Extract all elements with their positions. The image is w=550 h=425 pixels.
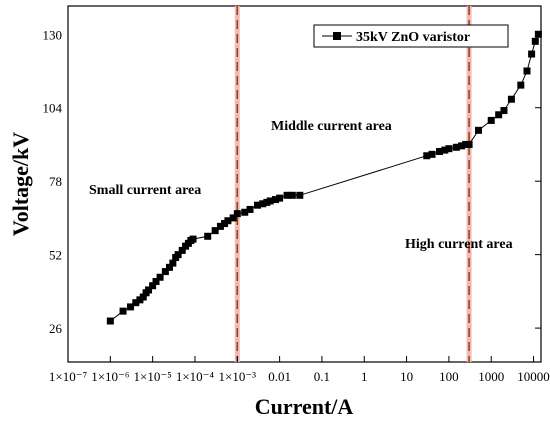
series-line <box>109 34 539 322</box>
data-point <box>204 232 212 240</box>
data-point <box>272 196 280 204</box>
data-point <box>507 95 515 103</box>
x-tick-label: 1000 <box>478 369 504 384</box>
data-point <box>174 251 182 259</box>
x-tick-label: 1×10⁻³ <box>218 369 256 384</box>
x-tick-label: 1×10⁻⁷ <box>49 369 87 384</box>
y-axis-ticks: 26 52 78 104 130 <box>43 27 541 336</box>
data-point <box>119 307 127 315</box>
legend-marker-swatch <box>333 32 341 40</box>
x-tick-label: 10000 <box>517 369 550 384</box>
data-point <box>283 191 291 199</box>
x-axis-title: Current/A <box>255 394 354 419</box>
data-point <box>531 37 539 45</box>
data-point <box>259 200 267 208</box>
x-axis-ticks: 1×10⁻⁷ 1×10⁻⁶ 1×10⁻⁵ 1×10⁻⁴ 1×10⁻³ 0.01 0.1 1 10… <box>49 356 550 384</box>
y-tick-label: 52 <box>49 248 62 263</box>
data-point <box>106 317 114 325</box>
data-point <box>288 191 296 199</box>
annotation-small-current: Small current area <box>89 183 201 198</box>
data-point <box>266 197 274 205</box>
x-tick-label: 1×10⁻⁶ <box>91 369 129 384</box>
data-point <box>178 246 186 254</box>
annotation-high-current: High current area <box>405 237 513 252</box>
data-point <box>169 259 177 267</box>
data-point <box>229 214 237 222</box>
x-tick-label: 1×10⁻⁵ <box>134 369 172 384</box>
data-point <box>152 277 160 285</box>
data-point <box>452 143 460 151</box>
data-point <box>189 235 197 243</box>
data-point <box>156 273 164 281</box>
data-point <box>145 286 153 294</box>
data-point <box>276 194 284 202</box>
data-point <box>139 293 147 301</box>
data-point <box>465 140 473 148</box>
x-tick-label: 10 <box>400 369 413 384</box>
x-tick-label: 1×10⁻⁴ <box>176 369 215 384</box>
legend-box <box>313 24 509 48</box>
data-point <box>517 81 525 89</box>
data-point <box>495 111 503 119</box>
data-point <box>127 303 135 311</box>
data-point <box>224 217 232 225</box>
x-tick-label: 100 <box>439 369 459 384</box>
y-axis-title: Voltage/kV <box>8 132 33 236</box>
y-tick-label: 130 <box>43 27 63 42</box>
data-point <box>474 126 482 134</box>
data-point <box>296 191 304 199</box>
data-point <box>458 142 466 150</box>
data-point <box>211 227 219 235</box>
data-point <box>487 116 495 124</box>
y-tick-label: 104 <box>43 101 63 116</box>
data-point <box>423 152 431 160</box>
annotation-middle-current: Middle current area <box>271 119 392 134</box>
data-point <box>500 107 508 115</box>
series-markers <box>106 30 542 325</box>
legend-label: 35kV ZnO varistor <box>356 30 470 45</box>
data-point <box>436 148 444 156</box>
y-tick-label: 26 <box>49 321 63 336</box>
data-point <box>161 268 169 276</box>
data-point <box>246 205 254 213</box>
data-point <box>428 150 436 158</box>
data-point <box>441 146 449 154</box>
data-point <box>149 282 157 290</box>
data-point <box>523 67 531 75</box>
plot-frame <box>67 5 542 363</box>
data-point <box>528 50 536 58</box>
data-point <box>253 201 261 209</box>
data-point <box>165 263 173 271</box>
x-tick-label: 0.01 <box>268 369 291 384</box>
data-point <box>233 210 241 218</box>
region-boundaries <box>234 6 472 362</box>
data-point <box>445 145 453 153</box>
x-tick-label: 0.1 <box>314 369 330 384</box>
data-point <box>241 208 249 216</box>
legend: 35kV ZnO varistor <box>313 24 509 48</box>
data-point <box>216 222 224 230</box>
x-tick-label: 1 <box>361 369 368 384</box>
data-point <box>132 299 140 307</box>
y-tick-label: 78 <box>49 174 62 189</box>
